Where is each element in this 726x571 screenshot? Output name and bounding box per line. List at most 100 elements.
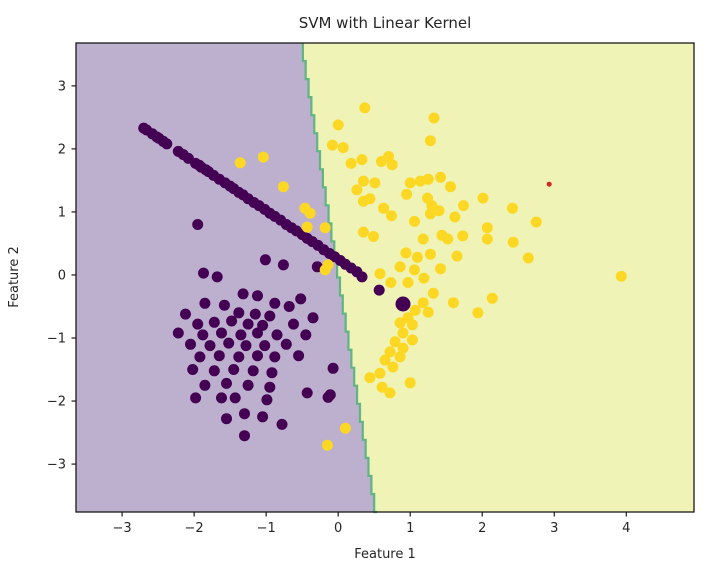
scatter-point-class-1 [394, 351, 406, 363]
scatter-point-class-1 [397, 342, 409, 354]
scatter-point-class-0 [197, 329, 209, 341]
scatter-point-class-1 [337, 142, 349, 154]
scatter-point-class-0-large [395, 296, 411, 312]
scatter-point-class-1 [357, 175, 369, 187]
scatter-point-class-1 [409, 304, 421, 316]
y-axis-label: Feature 2 [7, 246, 22, 308]
scatter-point-class-0 [180, 308, 191, 320]
scatter-point-class-1 [387, 361, 399, 373]
scatter-point-class-0 [216, 392, 227, 404]
scatter-point-class-1 [481, 222, 493, 234]
scatter-point-class-1 [386, 159, 398, 171]
scatter-point-class-0 [239, 430, 250, 442]
scatter-point-class-1 [384, 387, 396, 399]
scatter-point-class-1 [374, 268, 386, 280]
scatter-point-class-1 [481, 233, 493, 245]
scatter-point-class-0 [293, 350, 305, 362]
scatter-point-class-1 [357, 195, 369, 207]
scatter-point-class-0 [192, 318, 204, 330]
scatter-point-class-0 [264, 381, 276, 393]
scatter-point-class-1 [257, 151, 269, 163]
x-tick-label: 4 [622, 521, 630, 536]
scatter-point-class-0 [269, 297, 281, 309]
scatter-point-class-1 [339, 422, 351, 434]
scatter-point-class-0 [172, 327, 184, 339]
scatter-point-highlight-point [546, 181, 552, 187]
scatter-point-class-1 [409, 264, 420, 276]
scatter-point-class-1 [332, 119, 344, 131]
scatter-point-class-0 [252, 290, 263, 302]
scatter-point-class-1 [379, 354, 391, 366]
decision-region-class0 [76, 43, 378, 512]
scatter-point-class-1 [422, 173, 434, 185]
scatter-point-class-0 [204, 340, 216, 352]
scatter-point-class-0 [269, 351, 281, 363]
x-tick-label: 3 [550, 521, 558, 536]
scatter-point-class-1 [319, 264, 331, 276]
scatter-point-class-1 [375, 156, 387, 167]
scatter-point-class-1 [507, 236, 519, 248]
scatter-point-class-1 [401, 188, 413, 200]
scatter-point-class-1 [424, 208, 436, 220]
scatter-point-class-0 [301, 387, 313, 399]
scatter-point-class-1 [458, 200, 469, 212]
scatter-point-class-0 [192, 219, 204, 230]
y-tick-label: 0 [58, 268, 66, 283]
scatter-point-class-1 [428, 112, 440, 124]
scatter-point-class-0 [261, 394, 273, 406]
scatter-point-class-0 [233, 351, 245, 363]
scatter-point-class-0 [208, 365, 220, 377]
scatter-point-class-0 [242, 318, 254, 330]
scatter-point-class-0 [295, 293, 307, 305]
scatter-point-class-0 [223, 337, 235, 349]
scatter-point-class-1 [417, 297, 429, 309]
scatter-point-class-1 [418, 272, 430, 284]
scatter-point-class-0 [257, 411, 269, 423]
axes-frame [75, 42, 695, 513]
y-tick-label: 3 [58, 79, 66, 94]
scatter-point-class-0 [283, 301, 295, 312]
scatter-point-class-1 [530, 216, 542, 228]
scatter-point-class-1 [406, 334, 418, 346]
scatter-point-class-0 [280, 338, 292, 350]
x-tick-label: 0 [334, 521, 342, 536]
scatter-point-class-1 [409, 215, 420, 227]
scatter-point-class-1 [451, 250, 463, 262]
scatter-point-class-1 [384, 346, 396, 358]
scatter-point-class-1 [522, 252, 534, 264]
scatter-point-class-0 [185, 338, 196, 350]
scatter-point-class-1 [411, 251, 423, 263]
scatter-point-class-0 [226, 315, 238, 327]
scatter-point-class-0 [277, 259, 289, 271]
scatter-point-class-0 [239, 408, 250, 420]
scatter-point-class-0 [259, 254, 271, 266]
scatter-point-class-0 [242, 379, 254, 391]
scatter-point-class-0 [259, 340, 271, 352]
y-tick-label: 2 [58, 142, 66, 157]
scatter-point-class-1 [321, 439, 333, 451]
x-tick-label: −3 [113, 521, 132, 536]
scatter-point-class-0 [327, 362, 339, 374]
scatter-point-class-0 [199, 379, 211, 391]
scatter-point-class-1 [374, 367, 386, 379]
scatter-point-class-0 [187, 364, 199, 375]
scatter-point-class-1 [301, 221, 313, 233]
scatter-point-class-1 [447, 297, 459, 309]
scatter-point-class-1 [369, 177, 381, 189]
scatter-point-class-1 [394, 261, 406, 273]
scatter-point-class-1 [389, 336, 401, 348]
scatter-point-class-0 [307, 312, 319, 324]
scatter-point-class-1 [397, 327, 409, 339]
scatter-point-class-1 [615, 270, 627, 282]
scatter-point-class-1 [277, 181, 289, 193]
chart-title: SVM with Linear Kernel [299, 14, 472, 32]
scatter-point-class-1 [433, 205, 445, 217]
scatter-point-class-0 [221, 413, 232, 425]
x-tick-label: −1 [257, 521, 276, 536]
scatter-point-class-0 [356, 271, 368, 283]
scatter-point-class-0 [322, 391, 334, 403]
scatter-point-class-1 [356, 154, 368, 166]
scatter-point-class-1 [394, 317, 406, 329]
scatter-point-class-1 [477, 192, 489, 204]
